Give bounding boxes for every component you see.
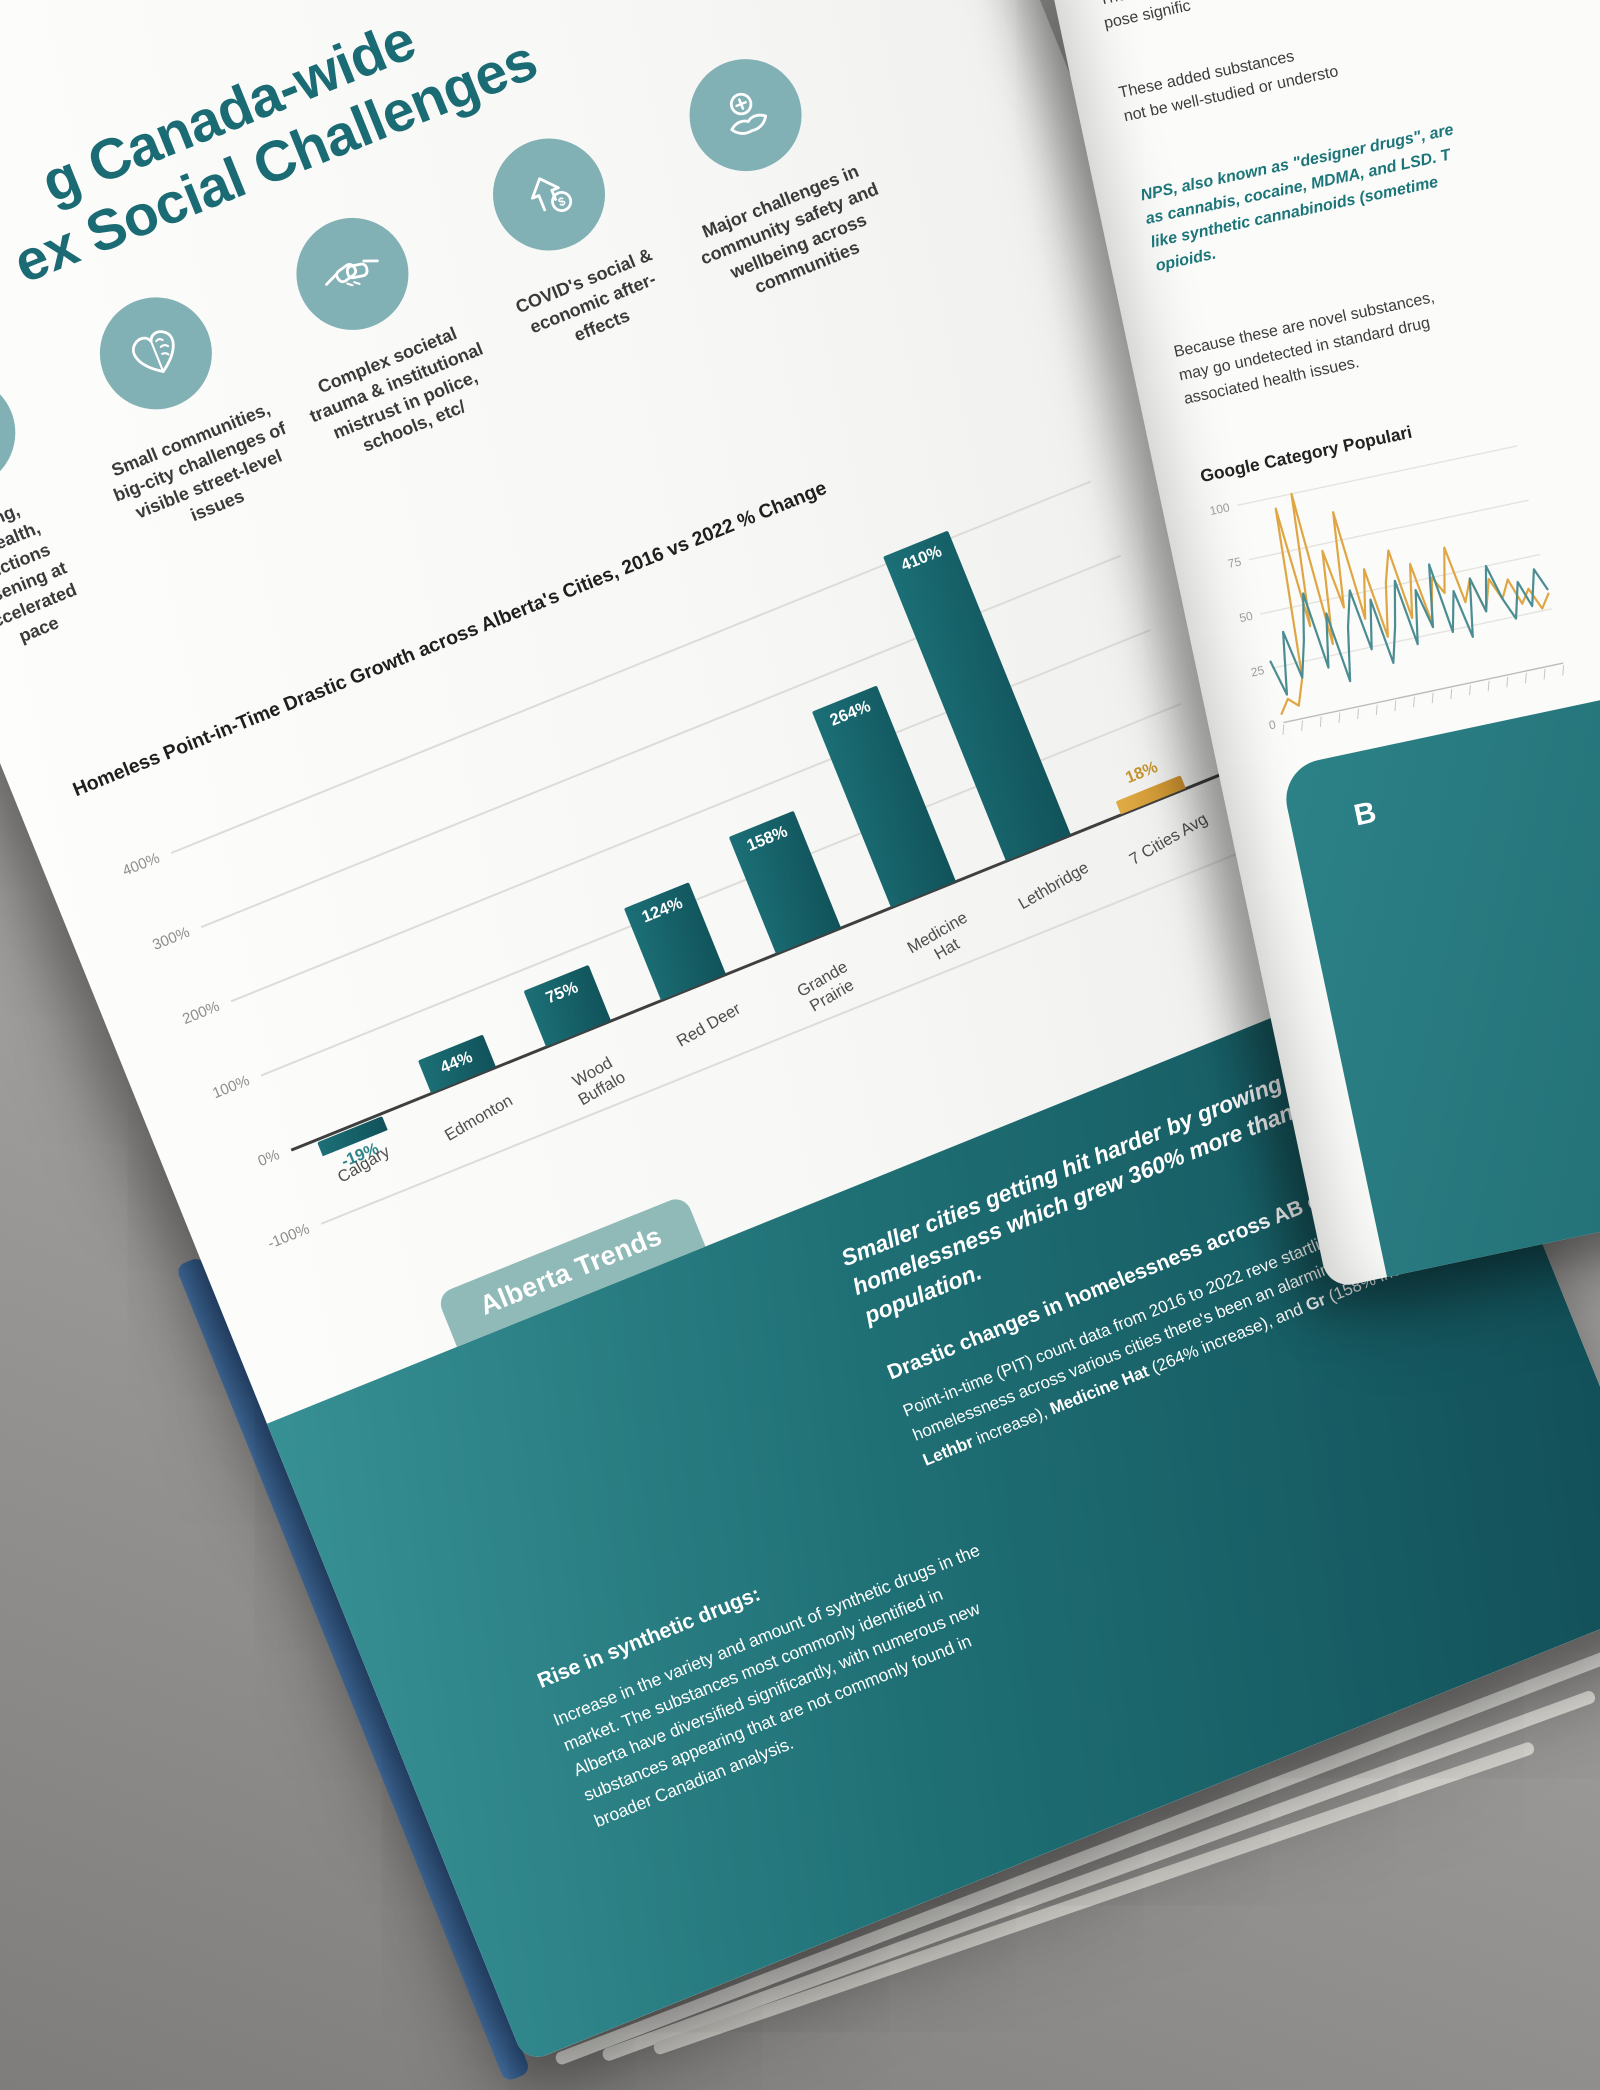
y-axis-label: 300% <box>150 923 193 954</box>
x-axis-tick <box>1357 708 1359 720</box>
challenge-item: Major challenges in community safety and… <box>626 23 928 362</box>
x-axis-tick <box>1487 680 1490 692</box>
y-axis-label: 50 <box>1238 609 1254 626</box>
challenge-item: $ COVID's social & economic after- effec… <box>430 103 732 442</box>
heart-icon <box>0 359 33 506</box>
nps-definition-paragraph: NPS, also known as "designer drugs", are… <box>1139 119 1471 279</box>
y-axis-label: -100% <box>265 1220 312 1253</box>
challenge-icons-row: using, al health, ddictions orsening at … <box>0 23 928 680</box>
y-axis-label: 0% <box>255 1146 282 1171</box>
challenge-item: Complex societal trauma & institutional … <box>233 182 535 521</box>
gridline <box>1248 499 1529 561</box>
challenge-caption: COVID's social & economic after- effects <box>512 244 659 345</box>
x-axis-tick <box>1282 724 1285 735</box>
line-chart-canvas: 100 75 50 25 0 <box>1208 445 1565 735</box>
y-axis-label: 25 <box>1250 663 1266 680</box>
right-page: The incr pose signific These added subst… <box>962 0 1600 1290</box>
synthetic-drugs-block: Rise in synthetic drugs: Increase in the… <box>534 1499 1026 1834</box>
challenge-caption: Complex societal trauma & institutional … <box>306 323 486 456</box>
series-teal-line <box>1269 563 1549 696</box>
x-axis-tick <box>1394 700 1397 712</box>
y-axis-label: 75 <box>1227 554 1243 571</box>
right-page-paragraph: Because these are novel substances, may … <box>1172 286 1447 412</box>
y-axis-label: 0 <box>1268 717 1278 732</box>
x-axis-label: Wood Buffalo <box>569 1053 629 1110</box>
gridline <box>1283 662 1564 724</box>
x-axis-tick <box>1543 668 1546 680</box>
right-page-paragraph: These added substances not be well-studi… <box>1117 37 1341 129</box>
care-cross-icon <box>672 42 819 188</box>
x-axis-tick <box>1431 692 1434 704</box>
x-axis-tick <box>1413 696 1415 708</box>
handshake-icon <box>279 201 426 347</box>
y-axis-label: 400% <box>120 849 163 880</box>
svg-text:$: $ <box>556 194 568 210</box>
x-axis-label: Medicine Hat <box>904 908 971 964</box>
x-axis-tick <box>1338 712 1341 724</box>
x-axis-tick <box>1506 676 1509 688</box>
x-axis-tick <box>1524 672 1527 684</box>
google-trends-line-chart: 100 75 50 25 0 <box>1190 430 1595 796</box>
right-page-paragraph: The incr pose signific <box>1097 0 1193 36</box>
y-axis-label: 100 <box>1208 500 1231 518</box>
x-axis-tick <box>1319 716 1322 727</box>
challenge-caption: Small communities, big-city challenges o… <box>108 398 289 526</box>
x-axis-label: Grande Prairie <box>794 957 858 1016</box>
heart-brain-icon <box>82 280 229 427</box>
challenge-caption: Major challenges in community safety and… <box>697 160 882 298</box>
x-axis-tick <box>1375 704 1378 716</box>
x-axis-tick <box>1469 684 1471 696</box>
rising-dollar-icon: $ <box>476 121 622 268</box>
gridline <box>1237 445 1518 507</box>
y-axis-label: 100% <box>210 1072 253 1103</box>
x-axis-tick <box>1562 664 1565 676</box>
y-axis-label: 200% <box>180 997 223 1029</box>
challenge-item: Small communities, big-city challenges o… <box>37 262 339 601</box>
x-axis-tick <box>1301 720 1304 731</box>
gridline <box>1271 608 1552 669</box>
x-axis-tick <box>1450 688 1453 700</box>
